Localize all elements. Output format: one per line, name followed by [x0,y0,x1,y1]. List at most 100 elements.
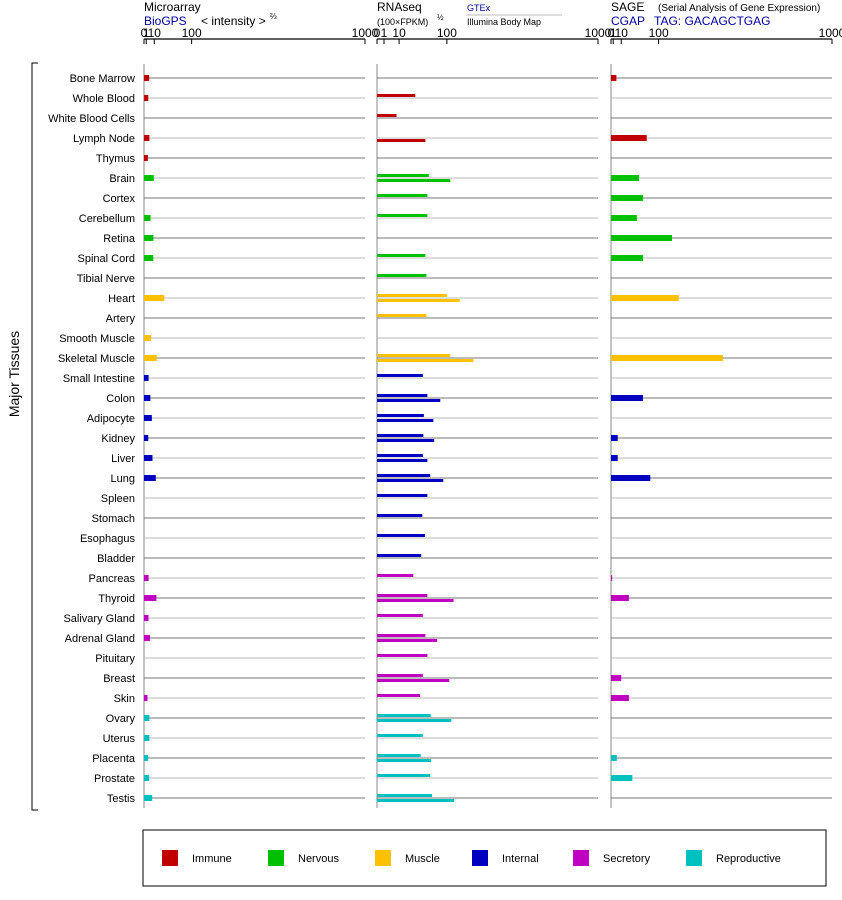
sage-bar [611,235,672,241]
microarray-bar [144,255,154,261]
tissue-label: Ovary [106,713,136,725]
microarray-bar [144,475,156,481]
legend-swatch [472,850,488,866]
rnaseq-illumina-bar [377,179,451,182]
tissue-label: Whole Blood [73,93,135,105]
sage-bar [611,775,633,781]
sage-bar [611,595,629,601]
rnaseq-gtex-bar [377,634,426,637]
gtex-link[interactable]: GTEx [467,3,491,13]
sage-tick-label: 100 [649,26,669,40]
tissue-label: Testis [107,793,136,805]
sage-bar [611,75,617,81]
legend-item-secretory: Secretory [573,850,651,866]
microarray-bar [144,135,150,141]
sage-tick-label: 1 [610,26,617,40]
fpkm-exponent: ½ [437,13,444,22]
rnaseq-gtex-bar [377,534,425,537]
microarray-bar [144,95,149,101]
sage-bar [611,455,618,461]
tissue-bracket [31,62,38,811]
tissue-label: Breast [103,673,135,685]
sage-tick-label: 10 [615,26,629,40]
rnaseq-gtex-bar [377,394,428,397]
microarray-bar [144,235,154,241]
legend-item-reproductive: Reproductive [686,850,781,866]
legend-swatch [686,850,702,866]
microarray-bar [144,355,157,361]
cgap-link[interactable]: CGAP [611,14,645,28]
sage-bar [611,355,723,361]
sage-full-name: (Serial Analysis of Gene Expression) [658,3,820,14]
tissue-label: Stomach [92,513,135,525]
tissue-label: Smooth Muscle [59,333,135,345]
microarray-bar [144,715,150,721]
rnaseq-illumina-bar [377,679,450,682]
tissue-label: Cerebellum [79,213,135,225]
microarray-bar [144,595,157,601]
rnaseq-gtex-bar [377,174,429,177]
rnaseq-illumina-bar [377,439,435,442]
rnaseq-gtex-bar [377,734,423,737]
tissue-label: Small Intestine [63,373,135,385]
tissue-label: Spleen [101,493,135,505]
rnaseq-title: RNAseq [377,0,422,14]
legend-item-nervous: Nervous [268,850,339,866]
rnaseq-tick-label: 0 [374,26,381,40]
rnaseq-gtex-bar [377,314,427,317]
rnaseq-gtex-bar [377,474,431,477]
tissue-label: Heart [108,293,135,305]
sage-bar [611,755,617,761]
rnaseq-gtex-bar [377,94,416,97]
legend-item-muscle: Muscle [375,850,440,866]
microarray-bar [144,155,148,161]
legend-swatch [268,850,284,866]
rnaseq-gtex-bar [377,554,422,557]
sage-bar [611,395,643,401]
sage-bar [611,475,651,481]
microarray-header: Microarray BioGPS < intensity > ⅔ [144,0,277,28]
tissue-labels: Bone Marrow Whole Blood White Blood Cells L… [48,73,136,805]
microarray-bar [144,375,149,381]
tissue-label: Cortex [103,193,136,205]
rnaseq-gtex-bar [377,514,423,517]
rnaseq-tick-label: 1000 [585,26,612,40]
rnaseq-tick-label: 1 [381,26,388,40]
microarray-tick-label: 10 [148,26,162,40]
tissue-label: Esophagus [80,533,136,545]
microarray-bar [144,415,152,421]
rnaseq-illumina-bar [377,299,460,302]
microarray-bar [144,795,153,801]
microarray-tick-label: 1 [143,26,150,40]
tissue-label: White Blood Cells [48,113,135,125]
microarray-bar [144,755,149,761]
rnaseq-illumina-bar [377,419,434,422]
microarray-bar [144,295,165,301]
microarray-bar [144,435,149,441]
sage-bar [611,295,679,301]
tissue-label: Salivary Gland [63,613,135,625]
microarray-bar [144,395,151,401]
tissue-label: Thyroid [98,593,135,605]
intensity-exponent: ⅔ [270,12,277,21]
tissue-label: Pituitary [95,653,135,665]
tissue-label: Skeletal Muscle [58,353,135,365]
sage-header: SAGE (Serial Analysis of Gene Expression… [611,0,820,28]
rnaseq-illumina-bar [377,399,441,402]
rnaseq-illumina-bar [377,139,426,142]
rnaseq-illumina-bar [377,479,444,482]
rnaseq-tick-label: 10 [392,26,406,40]
rnaseq-gtex-bar [377,494,428,497]
rnaseq-gtex-bar [377,774,431,777]
rnaseq-gtex-bar [377,794,433,797]
biogps-link[interactable]: BioGPS [144,14,187,28]
tissue-label: Spinal Cord [78,253,135,265]
microarray-tick-label: 100 [182,26,202,40]
rnaseq-gtex-bar [377,354,451,357]
rnaseq-gtex-bar [377,114,397,117]
sage-bar [611,215,637,221]
legend-swatch [573,850,589,866]
